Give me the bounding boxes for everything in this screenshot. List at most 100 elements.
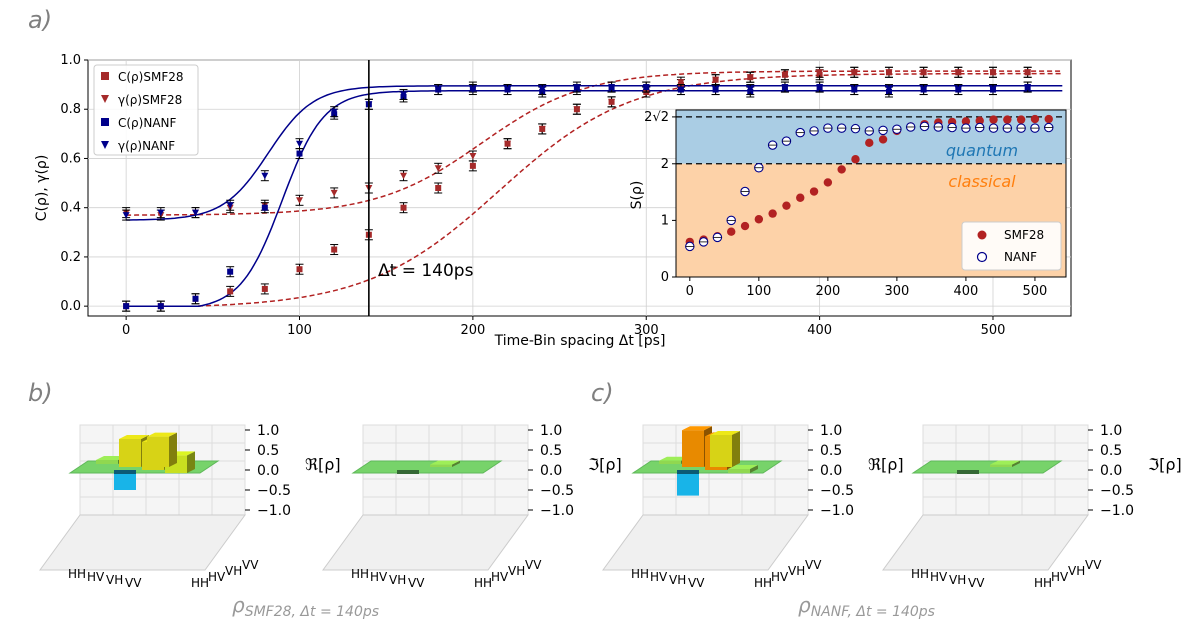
main-x-tick-label: 300 [634, 323, 659, 338]
legend-nanf-label: NANF [1004, 250, 1037, 264]
z-axis-label: ℑ[ρ] [1148, 455, 1182, 474]
z-tick-label: −1.0 [820, 503, 854, 519]
inset-point-smf28 [1030, 114, 1040, 124]
z-tick-label: 0.5 [820, 443, 842, 459]
main-fit-curves [126, 70, 1063, 307]
data-point-γ(ρ)NANF [677, 86, 685, 94]
data-point-C(ρ)SMF28 [227, 288, 234, 295]
data-point-γ(ρ)NANF [920, 86, 928, 94]
z-tick-label: 0.5 [1100, 443, 1122, 459]
inset-y-tick-label: 2 [661, 157, 669, 172]
data-point-γ(ρ)SMF28 [296, 197, 304, 204]
inset-x-tick-label: 500 [1023, 284, 1048, 299]
inset-S-plot: quantum classical 0 100 200 300 400 500 0 1 2 2√2… [629, 109, 1067, 299]
bar3d-bar-side [750, 465, 758, 473]
legend-gamma-nanf-label: γ(ρ)NANF [118, 139, 175, 153]
basis-label-col: VV [1085, 558, 1102, 572]
main-x-tick-label: 500 [981, 323, 1006, 338]
bar3d-bar [119, 439, 141, 467]
legend-nanf-marker [976, 251, 988, 263]
inset-legend: SMF28 NANF [961, 221, 1062, 271]
main-x-tick-label: 100 [287, 323, 312, 338]
panel-label-b: b) [28, 379, 53, 407]
C(ρ)SMF28-fit [126, 72, 1063, 307]
data-point-γ(ρ)NANF [712, 86, 720, 94]
data-point-γ(ρ)NANF [1024, 84, 1032, 91]
inset-point-smf28 [961, 117, 971, 126]
data-point-γ(ρ)SMF28 [712, 76, 720, 84]
basis-label-row: VH [949, 573, 966, 587]
inset-point-smf28 [851, 155, 860, 164]
data-point-C(ρ)SMF28 [400, 204, 407, 211]
data-point-γ(ρ)NANF [954, 86, 962, 94]
basis-label-col: HH [474, 576, 492, 590]
z-axis-label: ℜ[ρ] [305, 455, 341, 474]
legend-gamma-smf28-label: γ(ρ)SMF28 [118, 93, 182, 107]
inset-point-smf28 [740, 221, 750, 231]
bar3d-bar-top [957, 470, 979, 474]
bar3d-bar-top [728, 465, 758, 469]
data-point-γ(ρ)SMF28 [504, 140, 512, 148]
basis-label-col: HH [191, 576, 209, 590]
bar3d-bar-side [169, 432, 177, 467]
inset-y-axis-label: S(ρ) [629, 181, 645, 210]
basis-label-row: VH [106, 573, 123, 587]
z-tick-label: 1.0 [540, 423, 562, 439]
basis-label-row: HH [68, 567, 86, 581]
data-point-γ(ρ)SMF28 [816, 69, 824, 76]
inset-point-smf28 [727, 227, 736, 236]
data-point-γ(ρ)NANF [885, 86, 893, 94]
data-point-γ(ρ)NANF [504, 86, 512, 94]
data-point-C(ρ)NANF [123, 303, 130, 310]
zero-plane [911, 460, 1063, 474]
inset-point-smf28 [1003, 115, 1012, 124]
main-y-tick-label: 0.0 [60, 299, 81, 314]
bar3d-bar [147, 436, 169, 467]
z-tick-label: 0.0 [1100, 463, 1122, 479]
bar3d-bar-top [96, 456, 126, 460]
z-tick-label: −1.0 [1100, 503, 1134, 519]
bar3d-bar-top [710, 431, 740, 435]
basis-label-col: HH [1034, 576, 1052, 590]
inset-point-smf28 [878, 135, 888, 144]
z-tick-label: 0.0 [257, 463, 279, 479]
floor-pane [39, 514, 246, 571]
basis-label-row: HV [370, 570, 388, 584]
data-point-C(ρ)SMF28 [296, 266, 303, 273]
z-tick-label: −1.0 [257, 503, 291, 519]
inset-data-points [685, 114, 1054, 252]
basis-label-row: HH [911, 567, 929, 581]
bar3d-bar-top [677, 470, 699, 474]
z-axis-label: ℜ[ρ] [868, 455, 904, 474]
inset-point-smf28 [796, 193, 805, 202]
z-tick-label: 0.5 [540, 443, 562, 459]
inset-x-tick-label: 300 [884, 284, 909, 299]
inset-point-smf28 [782, 201, 791, 210]
legend-gamma-nanf-marker [101, 141, 109, 149]
data-point-γ(ρ)NANF [400, 91, 408, 98]
legend-smf28-label: SMF28 [1004, 228, 1044, 242]
data-point-γ(ρ)NANF [261, 172, 269, 180]
bar3d-bar-side [187, 451, 195, 473]
inset-point-smf28 [768, 209, 777, 218]
data-point-γ(ρ)SMF28 [746, 74, 754, 81]
basis-label-col: HV [491, 570, 509, 584]
main-x-axis-label: Time-Bin spacing Δt [ps] [494, 333, 666, 349]
inset-ticks: 0 100 200 300 400 500 0 1 2 2√2 [644, 110, 1047, 299]
data-point-γ(ρ)NANF [191, 209, 199, 217]
bar3d-bar-top [430, 460, 460, 465]
inset-x-tick-label: 400 [953, 284, 978, 299]
caption-smf28: ρSMF28, Δt = 140ps [232, 593, 379, 620]
basis-label-row: HH [631, 567, 649, 581]
data-point-γ(ρ)SMF28 [989, 69, 997, 76]
data-point-γ(ρ)SMF28 [781, 71, 789, 79]
data-point-C(ρ)SMF28 [435, 185, 442, 191]
data-point-γ(ρ)NANF [226, 202, 234, 209]
classical-region-label: classical [948, 172, 1016, 191]
inset-point-smf28 [989, 115, 998, 124]
inset-point-smf28 [837, 165, 846, 174]
caption-nanf-rho: ρ [798, 593, 811, 617]
bar3d-bar [659, 460, 681, 464]
main-x-tick-label: 0 [122, 323, 130, 338]
